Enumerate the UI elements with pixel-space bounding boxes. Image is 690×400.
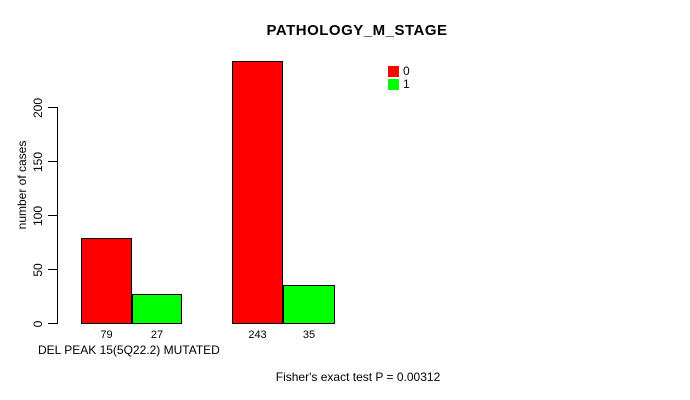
bar-group-1-series-1 (132, 293, 182, 324)
legend-swatch-0 (388, 65, 399, 77)
bar-count-label: 79 (100, 329, 113, 341)
y-axis-tick (48, 323, 57, 324)
y-axis-tick-label: 100 (31, 205, 45, 226)
y-axis-tick (48, 215, 57, 216)
chart-title: PATHOLOGY_M_STAGE (266, 22, 448, 39)
y-axis-tick-label: 0 (31, 320, 45, 327)
y-axis-tick (48, 107, 57, 108)
bar-group-2-series-1 (283, 285, 335, 324)
bar-group-1-series-0 (81, 237, 132, 324)
y-axis-line (57, 107, 58, 324)
y-axis-label: number of cases (15, 140, 29, 230)
legend-label: 1 (403, 77, 410, 91)
legend-swatch-1 (388, 78, 399, 90)
fisher-test-annotation: Fisher's exact test P = 0.00312 (275, 370, 441, 384)
bar-count-label: 35 (302, 329, 316, 341)
legend-row: 0 (388, 65, 410, 77)
y-axis-tick-label: 150 (31, 151, 45, 172)
bar-count-label: 243 (248, 329, 267, 341)
y-axis-tick (48, 269, 57, 270)
y-axis-tick-label: 200 (31, 97, 45, 118)
bar-group-2-series-0 (232, 60, 283, 324)
legend-row: 1 (388, 78, 410, 90)
y-axis-tick (48, 161, 57, 162)
bar-count-label: 27 (150, 329, 164, 341)
x-axis-label: DEL PEAK 15(5Q22.2) MUTATED (38, 343, 220, 357)
y-axis-tick-label: 50 (31, 262, 45, 277)
legend-label: 0 (403, 64, 410, 78)
